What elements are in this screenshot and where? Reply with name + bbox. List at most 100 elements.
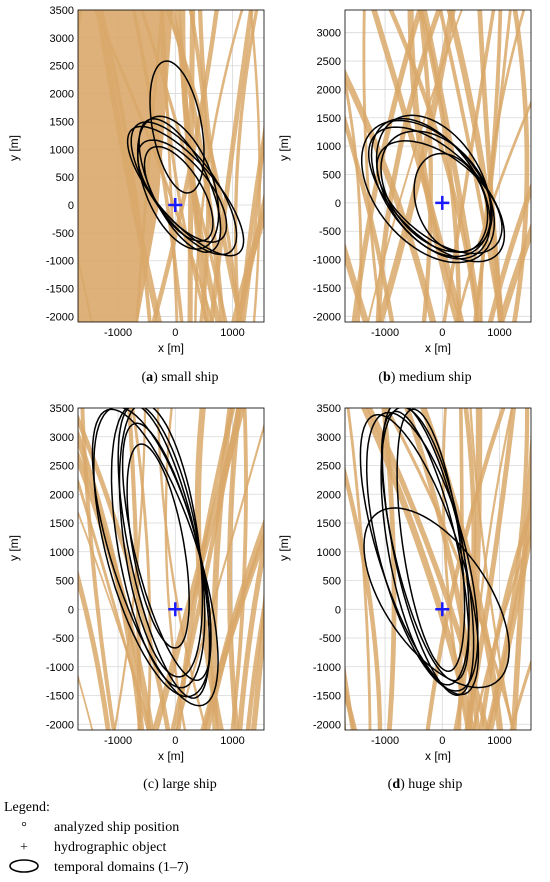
ship-positions bbox=[78, 10, 264, 322]
panel-a: -1000 0 1000 -2000 -1500 -1000 -500 0 500 1000 150… bbox=[7, 5, 265, 355]
ship-track bbox=[388, 10, 480, 322]
ship-track bbox=[211, 408, 234, 730]
x-axis-label: x [m] bbox=[425, 341, 451, 355]
degree-marker-icon: ° bbox=[21, 820, 27, 835]
domain-ellipse bbox=[380, 410, 470, 682]
dense-positions bbox=[78, 10, 173, 322]
y-tick-label: -1000 bbox=[46, 256, 74, 268]
ship-track bbox=[472, 530, 531, 730]
ship-track bbox=[497, 222, 531, 322]
y-tick-label: -1000 bbox=[313, 662, 341, 674]
ship-track bbox=[479, 10, 526, 322]
ship-track bbox=[230, 408, 248, 730]
y-tick-label: 1000 bbox=[317, 141, 341, 153]
x-tick-label: 1000 bbox=[220, 327, 244, 339]
hydrographic-object-marker bbox=[168, 198, 183, 212]
temporal-domains bbox=[360, 114, 506, 264]
y-tick-label: 1000 bbox=[50, 144, 74, 156]
domain-ellipse bbox=[363, 507, 510, 689]
domain-ellipse bbox=[121, 422, 212, 682]
y-tick-label: 1500 bbox=[317, 113, 341, 125]
y-tick-label: 1500 bbox=[50, 116, 74, 128]
ship-track bbox=[233, 10, 259, 322]
axes-frame bbox=[77, 407, 265, 731]
y-tick-label: 0 bbox=[335, 604, 341, 616]
hydrographic-object-marker bbox=[435, 602, 450, 617]
axes-frame bbox=[344, 9, 532, 323]
ship-track bbox=[131, 408, 152, 730]
y-tick-label: 500 bbox=[56, 172, 74, 184]
y-tick-label: 1500 bbox=[317, 518, 341, 530]
y-tick-label: 0 bbox=[335, 198, 341, 210]
ship-track bbox=[170, 408, 241, 730]
y-tick-label: 2000 bbox=[317, 489, 341, 501]
temporal-domains bbox=[126, 60, 245, 257]
domain-ellipse bbox=[126, 443, 190, 649]
domain-ellipse bbox=[360, 119, 496, 264]
y-tick-label: -500 bbox=[319, 633, 341, 645]
y-tick-label: 2000 bbox=[50, 89, 74, 101]
legend-item-position: ° analyzed ship position bbox=[4, 818, 404, 838]
domain-ellipse bbox=[130, 121, 238, 256]
ship-track bbox=[345, 713, 347, 730]
y-tick-label: 2500 bbox=[317, 56, 341, 68]
x-tick-label: 0 bbox=[439, 735, 445, 747]
y-tick-label: 3500 bbox=[50, 403, 74, 415]
x-tick-label: 0 bbox=[172, 327, 178, 339]
y-axis-label: y [m] bbox=[7, 135, 21, 161]
y-tick-label: -500 bbox=[52, 633, 74, 645]
y-tick-label: 500 bbox=[323, 170, 341, 182]
y-tick-label: -2000 bbox=[313, 719, 341, 731]
hydrographic-object-marker bbox=[168, 602, 183, 617]
ship-track bbox=[231, 206, 264, 322]
y-tick-label: 3000 bbox=[317, 432, 341, 444]
x-tick-label: 1000 bbox=[220, 735, 244, 747]
domain-ellipse bbox=[118, 408, 204, 678]
y-tick-label: -500 bbox=[319, 226, 341, 238]
ship-track bbox=[509, 658, 531, 730]
y-tick-label: -1000 bbox=[313, 255, 341, 267]
ship-track bbox=[478, 503, 531, 730]
y-tick-label: 2000 bbox=[317, 84, 341, 96]
caption-b: (b) medium ship bbox=[378, 370, 472, 385]
x-tick-label: -1000 bbox=[104, 327, 132, 339]
y-tick-label: 500 bbox=[56, 576, 74, 588]
y-tick-label: 3000 bbox=[50, 432, 74, 444]
y-tick-label: 3500 bbox=[50, 5, 74, 17]
domain-ellipse bbox=[137, 139, 228, 243]
legend: Legend: ° analyzed ship position + hydro… bbox=[4, 798, 404, 878]
caption-a: (a) small ship bbox=[141, 370, 219, 385]
y-tick-label: -2000 bbox=[46, 311, 74, 323]
x-axis-label: x [m] bbox=[425, 749, 451, 763]
y-tick-label: 1500 bbox=[50, 518, 74, 530]
y-tick-label: 3000 bbox=[317, 28, 341, 40]
caption-d: (d) huge ship bbox=[387, 777, 463, 792]
y-tick-label: -2000 bbox=[46, 719, 74, 731]
ship-track bbox=[418, 10, 462, 322]
y-tick-label: 2000 bbox=[50, 489, 74, 501]
y-tick-label: 2500 bbox=[50, 61, 74, 73]
domain-ellipse bbox=[380, 408, 470, 686]
ship-track bbox=[226, 408, 242, 730]
domain-ellipse bbox=[396, 408, 466, 672]
y-tick-label: -1500 bbox=[313, 283, 341, 295]
domain-ellipse bbox=[91, 408, 219, 707]
ship-track bbox=[345, 68, 437, 322]
ship-track bbox=[487, 182, 531, 322]
ship-track bbox=[346, 408, 372, 730]
domain-ellipse bbox=[110, 408, 206, 689]
domain-ellipse bbox=[359, 413, 480, 696]
ship-track bbox=[249, 10, 261, 322]
ship-track bbox=[78, 428, 145, 730]
ship-track bbox=[362, 10, 383, 322]
temporal-domains bbox=[359, 408, 510, 696]
domain-ellipse bbox=[413, 152, 489, 253]
y-tick-label: 500 bbox=[323, 576, 341, 588]
y-tick-label: -1000 bbox=[46, 662, 74, 674]
x-tick-label: 0 bbox=[172, 735, 178, 747]
legend-item-domain: temporal domains (1–7) bbox=[4, 858, 404, 878]
y-tick-label: 3500 bbox=[317, 403, 341, 415]
x-tick-label: -1000 bbox=[371, 735, 399, 747]
y-tick-label: 3000 bbox=[50, 33, 74, 45]
temporal-domains bbox=[91, 408, 219, 707]
